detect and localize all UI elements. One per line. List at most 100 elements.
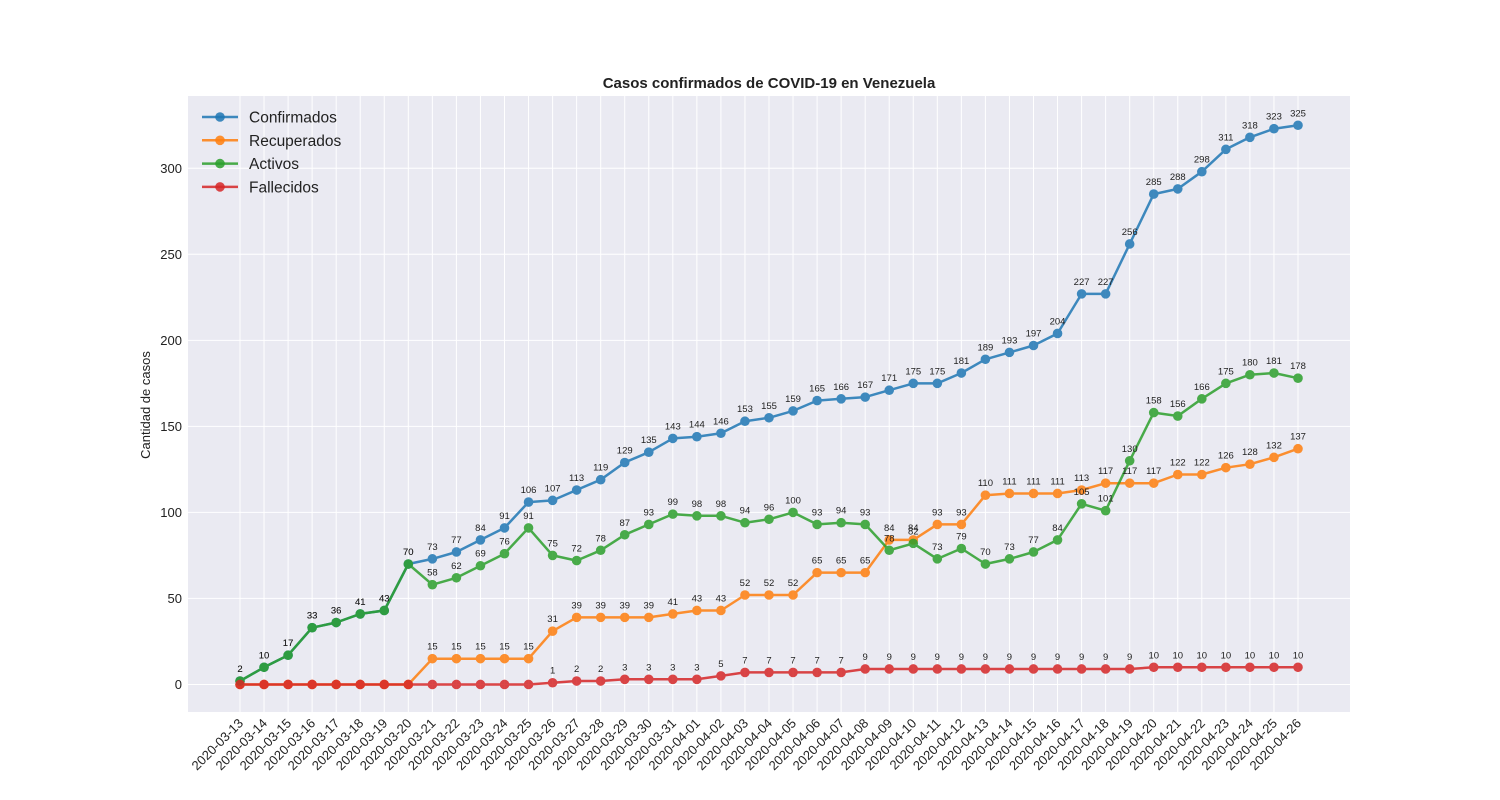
data-point xyxy=(740,517,750,528)
data-label: 7 xyxy=(814,655,819,666)
y-tick-labels: 0 50 100 150 200 250 300 xyxy=(160,161,182,692)
data-point xyxy=(908,378,919,389)
data-point xyxy=(668,433,678,444)
data-point xyxy=(884,385,895,396)
data-label: 180 xyxy=(1242,358,1258,369)
data-point xyxy=(860,392,870,402)
legend-item: Activos xyxy=(202,156,299,173)
data-point xyxy=(331,617,341,628)
data-label: 78 xyxy=(595,533,606,544)
data-point xyxy=(619,457,630,468)
data-label: 43 xyxy=(692,593,703,604)
data-label: 117 xyxy=(1098,466,1113,477)
data-point xyxy=(1004,664,1015,674)
data-label: 126 xyxy=(1218,451,1234,462)
data-point xyxy=(740,667,750,678)
data-point xyxy=(523,523,534,533)
data-point xyxy=(499,548,510,559)
data-label: 9 xyxy=(911,652,916,663)
data-point xyxy=(523,497,534,507)
data-point xyxy=(1124,478,1135,488)
data-point xyxy=(764,590,774,600)
data-label: 43 xyxy=(379,593,390,604)
data-point xyxy=(1197,394,1207,404)
data-label: 2 xyxy=(237,664,242,675)
data-label: 10 xyxy=(1245,650,1256,661)
data-label: 285 xyxy=(1146,177,1162,188)
data-label: 9 xyxy=(1055,652,1060,663)
y-axis-label: Cantidad de casos xyxy=(138,351,153,459)
data-point xyxy=(1269,368,1279,378)
data-label: 75 xyxy=(547,538,558,549)
data-point xyxy=(1028,664,1039,674)
data-label: 10 xyxy=(1172,650,1183,661)
data-point xyxy=(1197,469,1207,480)
data-label: 98 xyxy=(692,499,703,510)
data-point xyxy=(523,653,534,664)
legend: Confirmados Recuperados Activos Fallecidos xyxy=(202,110,341,196)
data-point xyxy=(643,674,654,685)
data-label: 175 xyxy=(1218,366,1234,377)
data-label: 9 xyxy=(1079,652,1084,663)
data-point xyxy=(884,545,895,556)
data-point xyxy=(1148,478,1159,488)
data-label: 93 xyxy=(932,507,943,518)
data-label: 117 xyxy=(1122,466,1137,477)
data-label: 189 xyxy=(977,342,993,353)
data-point xyxy=(307,622,317,633)
data-label: 70 xyxy=(403,547,414,558)
data-label: 111 xyxy=(1050,476,1064,487)
data-point xyxy=(379,605,390,616)
data-point xyxy=(451,653,462,664)
data-point xyxy=(1052,535,1063,545)
data-point xyxy=(427,653,438,664)
data-point xyxy=(980,664,991,674)
data-point xyxy=(451,572,462,583)
data-label: 78 xyxy=(884,533,895,544)
data-label: 10 xyxy=(1221,650,1232,661)
data-point xyxy=(499,653,510,664)
data-point xyxy=(1100,289,1111,299)
data-point xyxy=(932,519,943,530)
data-point xyxy=(764,412,774,423)
data-point xyxy=(403,679,414,690)
data-point xyxy=(475,653,486,664)
data-point xyxy=(956,543,967,554)
data-label: 146 xyxy=(713,416,729,427)
data-label: 113 xyxy=(569,473,584,484)
data-point xyxy=(619,674,630,685)
data-label: 144 xyxy=(689,420,705,431)
data-label: 178 xyxy=(1290,361,1306,372)
data-point xyxy=(1076,289,1087,299)
data-label: 73 xyxy=(427,542,438,553)
data-label: 137 xyxy=(1290,432,1306,443)
data-point xyxy=(716,605,726,616)
data-point xyxy=(692,605,702,616)
legend-label: Confirmados xyxy=(249,110,337,127)
data-point xyxy=(1100,505,1111,516)
data-point xyxy=(1148,189,1159,199)
data-label: 166 xyxy=(1194,382,1210,393)
data-point xyxy=(788,406,798,416)
data-point xyxy=(1269,662,1279,673)
y-tick-label: 150 xyxy=(160,419,182,434)
data-point xyxy=(1052,488,1063,499)
data-point xyxy=(980,490,991,500)
data-point xyxy=(788,667,798,678)
data-label: 128 xyxy=(1242,447,1258,458)
data-label: 130 xyxy=(1122,444,1138,455)
data-label: 84 xyxy=(908,523,919,534)
data-label: 159 xyxy=(785,394,801,405)
data-point xyxy=(1293,662,1303,673)
data-label: 36 xyxy=(331,606,342,617)
data-point xyxy=(1269,123,1279,134)
data-point xyxy=(1100,664,1111,674)
data-label: 143 xyxy=(665,421,681,432)
data-point xyxy=(475,679,486,690)
x-tick-labels: 2020-03-132020-03-142020-03-152020-03-16… xyxy=(188,716,1304,774)
legend-label: Fallecidos xyxy=(249,179,319,196)
data-label: 5 xyxy=(718,659,723,670)
y-tick-label: 300 xyxy=(160,161,182,176)
data-point xyxy=(547,626,558,636)
